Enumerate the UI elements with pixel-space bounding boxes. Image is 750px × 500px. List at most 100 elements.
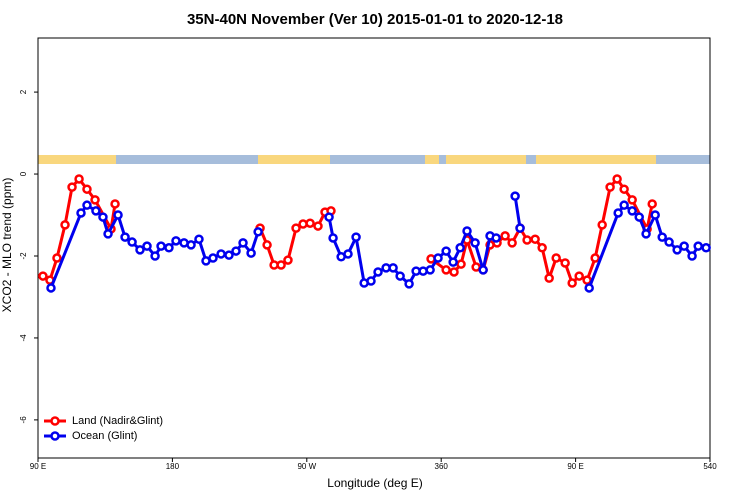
y-tick-label: 2 [19, 89, 28, 94]
y-tick-label: 0 [19, 171, 28, 176]
data-point [388, 263, 398, 273]
data-point [619, 200, 629, 210]
data-point [672, 245, 682, 255]
data-point [127, 237, 137, 247]
y-tick-label: -4 [19, 334, 28, 342]
data-point [90, 195, 100, 205]
data-point [46, 283, 56, 293]
data-point [164, 243, 174, 253]
data-point [612, 174, 622, 184]
data-point [657, 232, 667, 242]
data-point [276, 260, 286, 270]
chart-title: 35N-40N November (Ver 10) 2015-01-01 to … [187, 11, 563, 28]
data-point [283, 255, 293, 265]
data-point [224, 250, 234, 260]
data-point [253, 227, 263, 237]
data-point [291, 223, 301, 233]
data-point [373, 267, 383, 277]
data-point [627, 195, 637, 205]
data-point [142, 241, 152, 251]
data-point [693, 241, 703, 251]
data-point [313, 221, 323, 231]
x-axis-label: Longitude (deg E) [327, 476, 422, 490]
data-point [605, 182, 615, 192]
data-point [510, 191, 520, 201]
data-point [619, 184, 629, 194]
data-point [551, 253, 561, 263]
data-point [262, 240, 272, 250]
legend-marker [50, 431, 60, 441]
x-tick-label: 180 [166, 462, 180, 471]
data-point [470, 238, 480, 248]
x-tick-label: 90 E [567, 462, 583, 471]
data-point [113, 210, 123, 220]
data-point [156, 241, 166, 251]
data-point [425, 265, 435, 275]
data-point [515, 223, 525, 233]
data-point [404, 279, 414, 289]
data-point [246, 248, 256, 258]
x-tick-label: 90 E [30, 462, 46, 471]
data-point [647, 199, 657, 209]
data-point [76, 208, 86, 218]
data-point [491, 233, 501, 243]
data-point [537, 243, 547, 253]
data-point [186, 240, 196, 250]
data-point [544, 273, 554, 283]
data-point [567, 278, 577, 288]
data-point [650, 210, 660, 220]
data-point [664, 237, 674, 247]
data-point [701, 243, 711, 253]
data-point [238, 238, 248, 248]
data-point [462, 226, 472, 236]
series-line [42, 177, 654, 285]
data-point [584, 283, 594, 293]
data-point [687, 251, 697, 261]
data-point [150, 251, 160, 261]
data-point [560, 258, 570, 268]
legend-label: Ocean (Glint) [72, 430, 137, 442]
data-point [433, 253, 443, 263]
data-point [613, 208, 623, 218]
data-point [590, 253, 600, 263]
data-point [328, 233, 338, 243]
data-point [522, 235, 532, 245]
data-point [478, 265, 488, 275]
data-point [110, 199, 120, 209]
data-point [455, 243, 465, 253]
data-point [208, 253, 218, 263]
data-point [82, 200, 92, 210]
data-point [679, 241, 689, 251]
data-point [60, 220, 70, 230]
data-point [171, 236, 181, 246]
data-point [91, 206, 101, 216]
data-point [448, 257, 458, 267]
x-tick-label: 540 [703, 462, 717, 471]
data-point [395, 271, 405, 281]
y-axis-label: XCO2 - MLO trend (ppm) [0, 178, 14, 313]
legend-label: Land (Nadir&Glint) [72, 415, 163, 427]
data-point [574, 271, 584, 281]
data-point [194, 234, 204, 244]
data-point [634, 212, 644, 222]
land-ocean-strip [38, 155, 710, 164]
data-point [305, 218, 315, 228]
data-point [530, 234, 540, 244]
data-point [324, 212, 334, 222]
data-point [343, 249, 353, 259]
data-point [441, 246, 451, 256]
data-point [449, 267, 459, 277]
data-point [231, 246, 241, 256]
data-point [98, 212, 108, 222]
data-point [627, 206, 637, 216]
data-point [216, 249, 226, 259]
data-point [74, 174, 84, 184]
x-tick-label: 90 W [297, 462, 316, 471]
data-point [582, 275, 592, 285]
legend-marker [50, 416, 60, 426]
data-point [441, 265, 451, 275]
data-point [82, 184, 92, 194]
data-point [507, 238, 517, 248]
data-point [366, 276, 376, 286]
